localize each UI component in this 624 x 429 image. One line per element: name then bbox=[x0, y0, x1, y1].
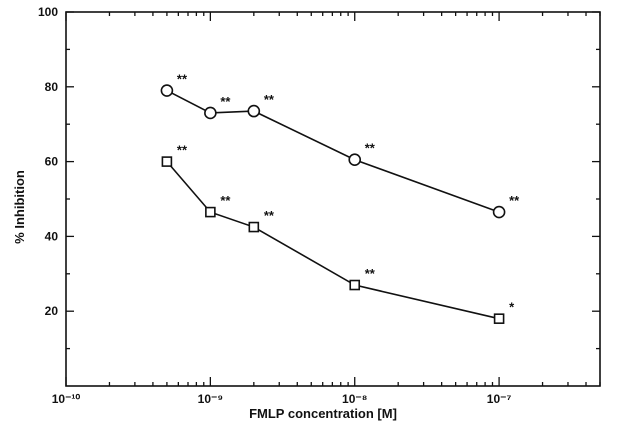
significance-label: ** bbox=[177, 143, 188, 158]
significance-label: ** bbox=[365, 141, 376, 156]
x-tick-label: 10⁻⁷ bbox=[487, 392, 512, 406]
y-axis-title: % Inhibition bbox=[12, 170, 27, 244]
data-point-square bbox=[205, 206, 216, 218]
plot-frame bbox=[65, 11, 601, 387]
y-tick-label: 20 bbox=[45, 304, 59, 318]
significance-label: ** bbox=[177, 72, 188, 87]
significance-label: * bbox=[509, 300, 515, 315]
x-tick-label: 10⁻⁹ bbox=[198, 392, 223, 406]
significance-label: ** bbox=[264, 92, 275, 107]
data-point-circle bbox=[160, 84, 174, 97]
significance-label: ** bbox=[220, 193, 231, 208]
series-line-circle bbox=[166, 89, 500, 213]
data-point-circle bbox=[348, 153, 362, 167]
y-tick-label: 80 bbox=[45, 80, 59, 94]
data-point-circle bbox=[204, 106, 217, 120]
series-square: ********* bbox=[161, 143, 515, 324]
data-point-square bbox=[349, 279, 361, 291]
data-point-circle bbox=[247, 104, 261, 118]
series-line-square bbox=[166, 161, 500, 320]
y-tick-label: 60 bbox=[45, 155, 59, 169]
data-point-circle bbox=[492, 205, 506, 219]
significance-label: ** bbox=[264, 208, 275, 223]
series-layer: **** *************** bbox=[160, 72, 520, 324]
x-tick-label: 10⁻¹⁰ bbox=[52, 392, 81, 406]
y-tick-label: 100 bbox=[38, 5, 58, 19]
series-circle: ** ** ** ** ** bbox=[160, 72, 520, 219]
significance-label: ** bbox=[509, 193, 520, 208]
y-tick-label: 40 bbox=[45, 229, 59, 243]
data-point-square bbox=[161, 156, 173, 167]
significance-label: ** bbox=[220, 94, 231, 109]
data-point-square bbox=[248, 221, 260, 233]
data-point-square bbox=[493, 313, 505, 324]
x-axis-title: FMLP concentration [M] bbox=[249, 406, 397, 421]
significance-label: ** bbox=[365, 266, 376, 281]
axes: 20 40 60 80 100 10⁻¹⁰ 10⁻⁹ 10⁻⁸ 10⁻⁷ bbox=[38, 5, 601, 406]
x-tick-label: 10⁻⁸ bbox=[342, 392, 367, 406]
